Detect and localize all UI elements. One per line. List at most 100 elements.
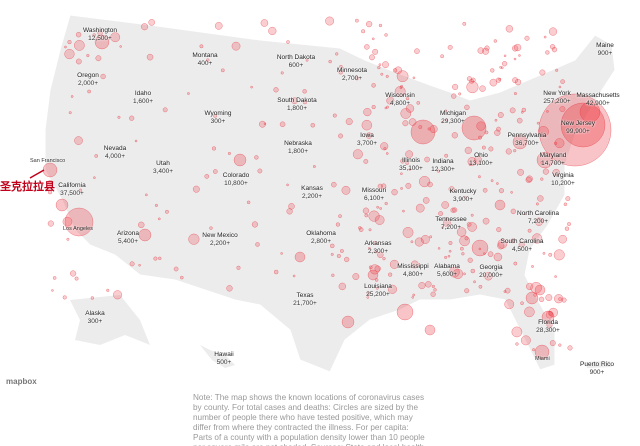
case-circle (117, 115, 121, 119)
case-circle (211, 146, 217, 151)
state-name: Tennessee (435, 216, 467, 223)
case-circle (463, 272, 466, 276)
case-circle (579, 101, 601, 123)
state-cases: 2,300+ (367, 248, 389, 255)
case-circle (379, 207, 383, 210)
case-circle (374, 250, 378, 254)
case-circle (368, 210, 380, 222)
case-circle (531, 233, 543, 244)
case-circle (361, 29, 366, 34)
case-circle (462, 21, 467, 26)
case-circle (554, 138, 565, 149)
state-name: Massachusetts (576, 92, 620, 99)
case-circle (464, 146, 472, 155)
case-circle (78, 188, 83, 192)
state-name: Utah (156, 160, 170, 167)
case-circle (511, 326, 523, 338)
case-circle (74, 40, 85, 51)
case-circle (424, 156, 430, 163)
case-circle (338, 133, 344, 139)
state-name: New York (543, 90, 571, 97)
case-circle (405, 161, 409, 166)
state-label: North Carolina 7,200+ (517, 210, 559, 226)
case-circle (470, 213, 474, 217)
case-circle (552, 168, 560, 177)
case-circle (212, 113, 218, 118)
state-name: Maine (596, 42, 614, 49)
case-circle (414, 48, 420, 54)
case-circle (510, 238, 516, 244)
case-circle (493, 252, 503, 262)
state-label: Indiana 12,300+ (431, 158, 455, 174)
state-label: Maryland 14,700+ (540, 152, 567, 168)
state-name: Arizona (116, 230, 140, 237)
case-circle (55, 198, 69, 212)
state-name: South Dakota (277, 97, 317, 104)
case-circle (496, 227, 502, 233)
case-circle (565, 196, 571, 202)
state-cases: 2,200+ (301, 193, 323, 200)
case-circle (74, 136, 83, 145)
case-circle (259, 120, 266, 128)
state-cases: 1,800+ (287, 148, 309, 155)
state-label: Mississippi 4,800+ (397, 263, 428, 279)
case-circle (479, 85, 486, 92)
city-label: San Francisco (30, 158, 66, 164)
case-circle (369, 54, 375, 61)
case-circle (549, 44, 556, 50)
state-cases: 25,200+ (366, 291, 390, 298)
case-circle (94, 154, 99, 158)
case-circle (452, 268, 464, 279)
case-circle (180, 275, 184, 280)
case-circle (310, 123, 316, 128)
case-circle (365, 20, 373, 28)
case-circle (86, 53, 90, 58)
case-circle (520, 335, 531, 346)
case-circle (418, 282, 426, 290)
case-circle (75, 58, 82, 65)
case-circle (257, 168, 263, 174)
case-circle (536, 121, 540, 125)
case-circle (405, 182, 412, 189)
city-label: Los Angeles (63, 226, 93, 232)
case-circle (551, 46, 558, 53)
case-circle (503, 290, 507, 293)
state-cases: 36,700+ (515, 140, 539, 147)
state-name: Georgia (479, 264, 503, 271)
case-circle (498, 188, 505, 194)
case-circle (405, 96, 410, 101)
state-cases: 300+ (87, 318, 103, 325)
case-circle (367, 269, 379, 281)
case-circle (473, 280, 476, 284)
case-circle (192, 185, 200, 193)
case-circle (513, 261, 518, 266)
state-label: Arkansas 2,300+ (364, 240, 391, 256)
case-circle (497, 242, 505, 250)
case-circle (352, 149, 363, 160)
case-circle (385, 74, 389, 78)
case-circle (425, 281, 432, 288)
case-circle (394, 86, 406, 97)
case-circle (510, 208, 517, 215)
case-circle (461, 252, 465, 256)
case-circle (418, 125, 423, 129)
state-cases: 37,500+ (60, 190, 84, 197)
case-circle (430, 291, 436, 297)
case-circle (366, 133, 370, 137)
case-circle (371, 83, 376, 88)
case-circle (294, 251, 306, 263)
state-label: Oklahoma 2,800+ (306, 230, 336, 246)
state-cases: 900+ (589, 369, 605, 376)
state-name: Oregon (77, 72, 99, 79)
state-label: Ohio 13,100+ (469, 152, 493, 168)
case-circle (538, 296, 545, 303)
case-circle (67, 40, 72, 45)
case-circle (74, 276, 79, 281)
case-circle (204, 174, 210, 179)
state-cases: 14,700+ (541, 160, 565, 167)
case-circle (424, 324, 436, 336)
case-circle (441, 201, 449, 209)
case-circle (64, 48, 75, 60)
case-circle (438, 211, 444, 217)
state-label: Kentucky 3,900+ (450, 188, 477, 204)
